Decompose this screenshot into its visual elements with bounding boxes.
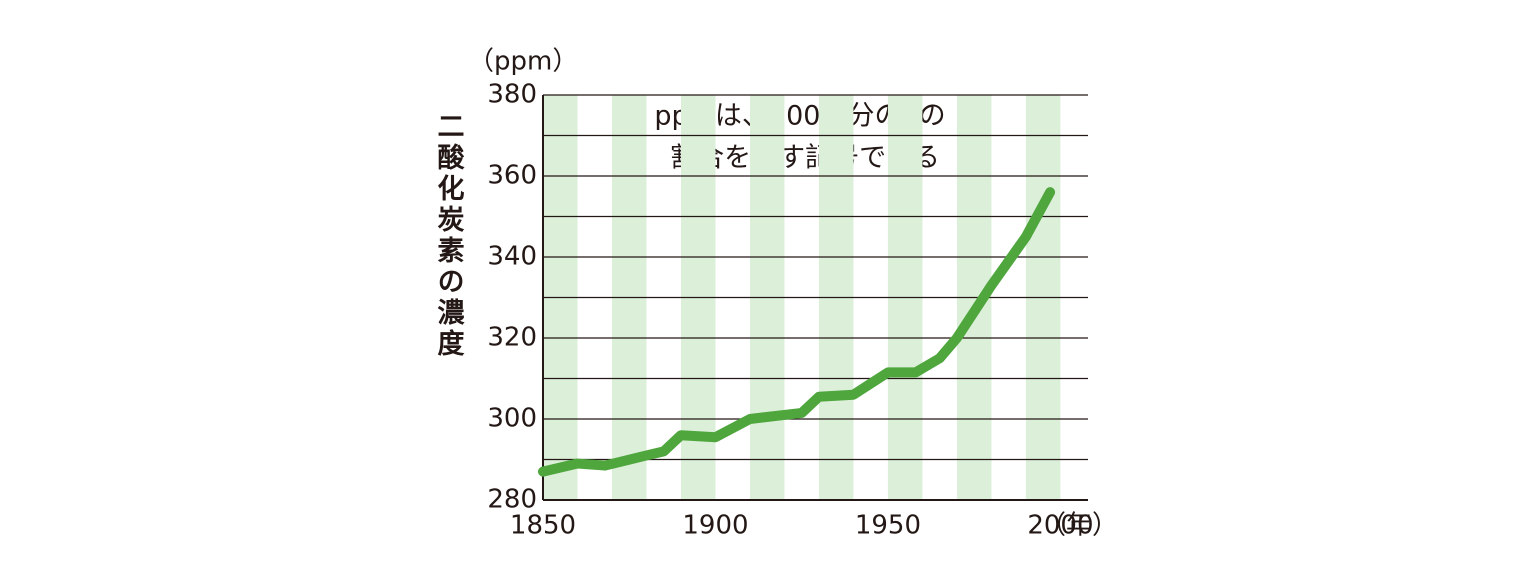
x-unit: （年） xyxy=(1040,511,1118,541)
x-tick-label: 1850 xyxy=(510,511,576,541)
y-tick-label: 280 xyxy=(487,485,537,515)
y-tick-label: 320 xyxy=(487,323,537,353)
data-line xyxy=(538,187,1056,477)
x-tick-label: 2000 xyxy=(1027,511,1093,541)
y-tick-label: 340 xyxy=(487,242,537,272)
x-tick-label: 1900 xyxy=(682,511,748,541)
y-axis-label: 二酸化炭素の濃度 xyxy=(433,112,465,360)
x-tick-label: 1950 xyxy=(855,511,921,541)
y-tick-label: 360 xyxy=(487,161,537,191)
y-tick-label: 300 xyxy=(487,404,537,434)
y-tick-label: 380 xyxy=(487,80,537,110)
y-unit: （ppm） xyxy=(468,47,578,77)
